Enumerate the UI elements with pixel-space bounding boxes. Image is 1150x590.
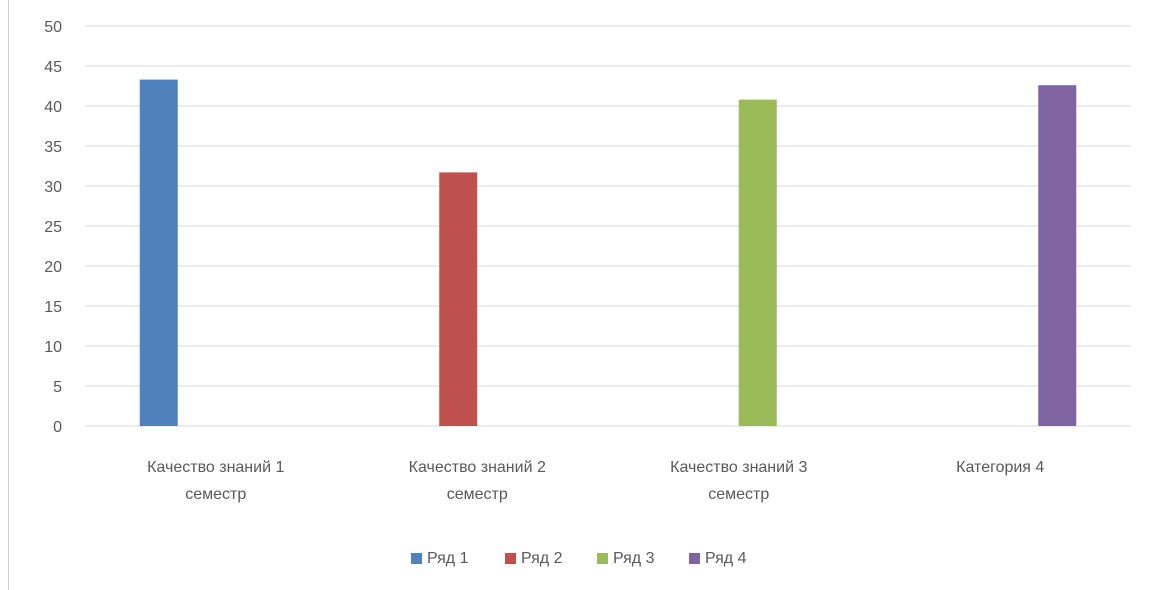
bar-ряд-2	[439, 172, 478, 426]
legend-label: Ряд 4	[705, 550, 747, 567]
legend-label: Ряд 3	[613, 550, 655, 567]
y-tick-label: 5	[53, 379, 62, 396]
y-tick-label: 35	[44, 139, 62, 156]
y-tick-label: 20	[44, 259, 62, 276]
x-category-label-line: семестр	[447, 486, 508, 503]
bar-ряд-4	[1038, 85, 1077, 426]
y-tick-label: 45	[44, 59, 62, 76]
x-category-label: Качество знаний 2 семестр	[409, 459, 546, 503]
x-category-label: Качество знаний 1 семестр	[147, 459, 284, 503]
y-tick-label: 25	[44, 219, 62, 236]
x-category-label-line: Категория 4	[956, 459, 1044, 476]
legend-label: Ряд 2	[521, 550, 563, 567]
x-category-label-line: семестр	[708, 486, 769, 503]
y-tick-label: 40	[44, 99, 62, 116]
x-category-label: Категория 4	[956, 459, 1044, 476]
y-tick-label: 10	[44, 339, 62, 356]
bar-ряд-1	[139, 79, 178, 426]
x-category-label-line: Качество знаний 2	[409, 459, 546, 476]
x-category-label-line: Качество знаний 1	[147, 459, 284, 476]
legend-swatch	[505, 553, 516, 564]
bar-ряд-3	[738, 99, 777, 426]
y-tick-label: 50	[44, 19, 62, 36]
x-category-label: Качество знаний 3 семестр	[670, 459, 807, 503]
legend-swatch	[689, 553, 700, 564]
y-tick-label: 30	[44, 179, 62, 196]
legend-swatch	[597, 553, 608, 564]
y-tick-label: 15	[44, 299, 62, 316]
y-tick-label: 0	[53, 419, 62, 436]
x-category-label-line: Качество знаний 3	[670, 459, 807, 476]
legend-label: Ряд 1	[427, 550, 469, 567]
legend-swatch	[411, 553, 422, 564]
chart-border	[8, 0, 9, 590]
x-category-label-line: семестр	[185, 486, 246, 503]
